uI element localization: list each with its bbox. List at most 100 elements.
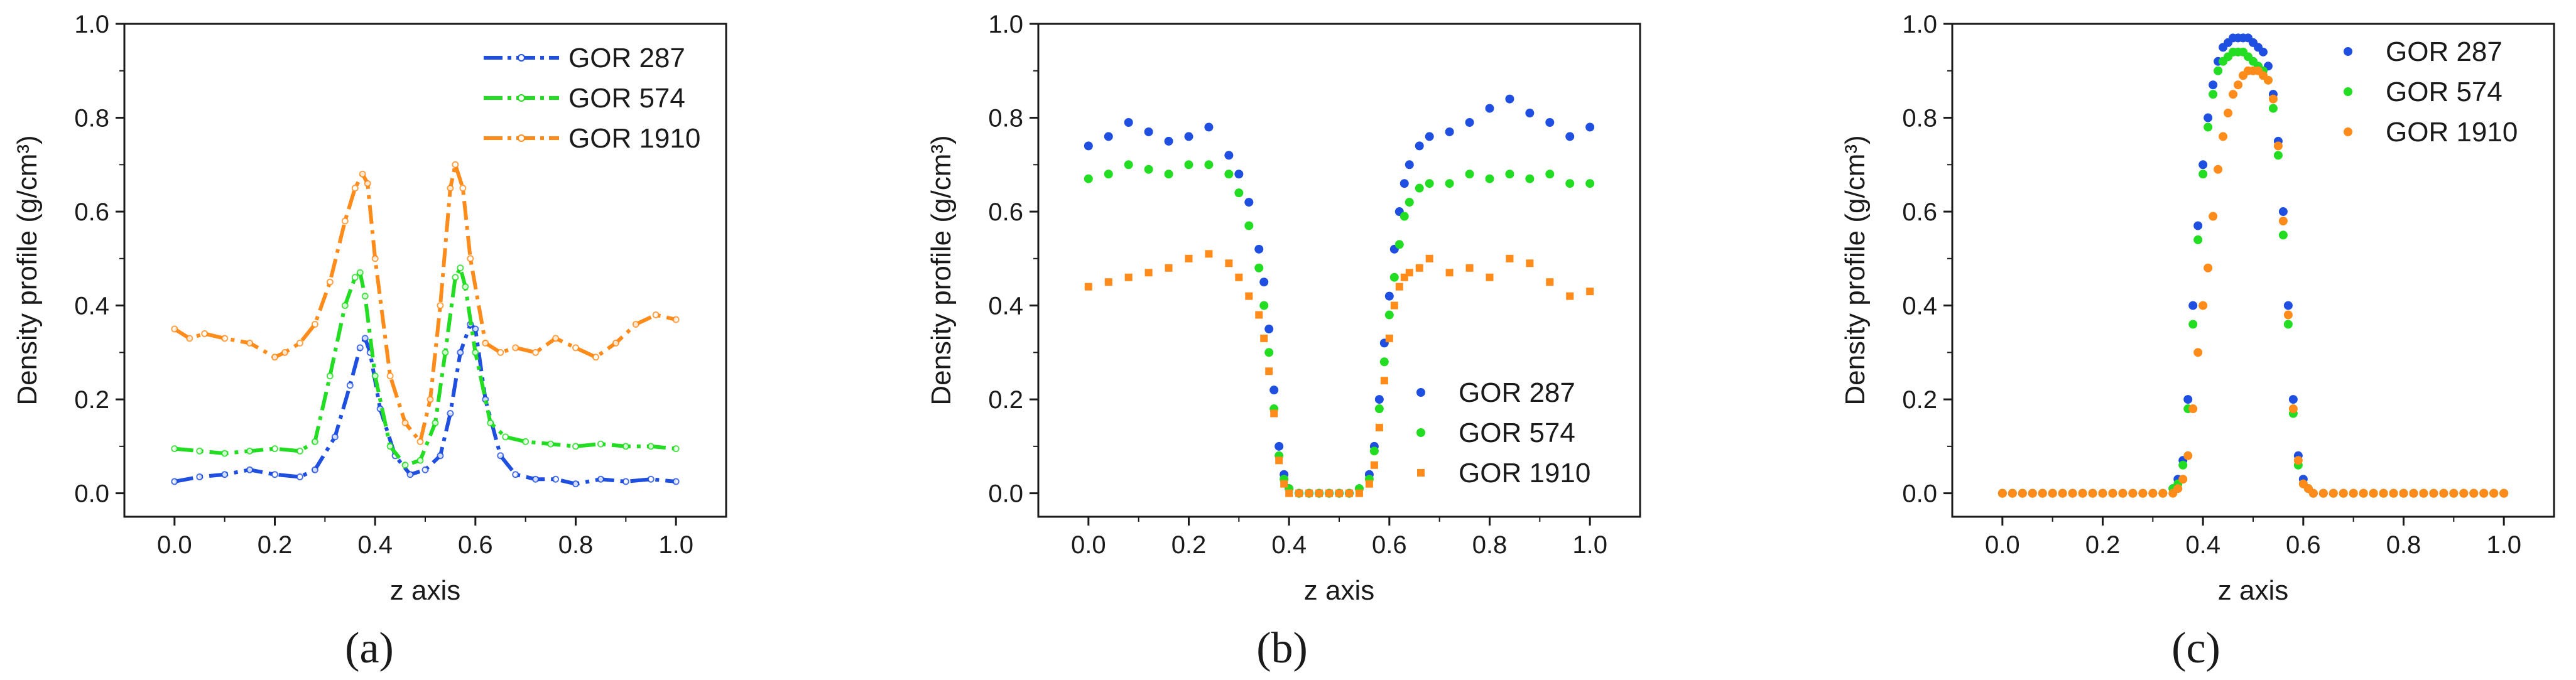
data-point bbox=[457, 264, 464, 272]
data-point bbox=[2449, 488, 2459, 498]
data-point bbox=[1375, 423, 1383, 431]
data-point bbox=[672, 316, 680, 323]
data-point bbox=[1390, 301, 1398, 310]
data-point bbox=[1185, 254, 1193, 262]
data-point bbox=[1124, 160, 1133, 170]
data-point bbox=[2178, 475, 2188, 484]
data-point bbox=[1365, 480, 1373, 488]
data-point bbox=[1254, 244, 1264, 254]
data-point bbox=[592, 353, 599, 361]
data-point bbox=[552, 335, 560, 342]
data-point bbox=[2224, 109, 2233, 118]
y-tick-label: 0.6 bbox=[1902, 198, 1937, 226]
data-point bbox=[2479, 488, 2489, 498]
data-point bbox=[632, 320, 639, 328]
data-point bbox=[2188, 301, 2198, 310]
data-point bbox=[296, 473, 303, 480]
series-gor-574: GOR 574 bbox=[1997, 47, 2509, 498]
data-point bbox=[341, 302, 349, 310]
data-point bbox=[467, 255, 474, 262]
data-point bbox=[572, 480, 579, 488]
series-gor-574: GOR 574 bbox=[1084, 160, 1595, 498]
data-point bbox=[2108, 488, 2117, 498]
data-point bbox=[2088, 488, 2097, 498]
data-point bbox=[246, 339, 254, 347]
data-point bbox=[2268, 104, 2278, 113]
data-point bbox=[2278, 230, 2288, 240]
x-tick-label: 0.2 bbox=[258, 531, 293, 559]
data-point bbox=[1525, 109, 1535, 118]
data-point bbox=[1380, 377, 1388, 385]
data-point bbox=[1275, 456, 1283, 465]
data-point bbox=[2008, 488, 2017, 498]
data-point bbox=[2209, 212, 2218, 221]
legend-marker bbox=[2344, 87, 2352, 96]
data-point bbox=[311, 466, 318, 473]
data-point bbox=[2214, 66, 2223, 75]
data-point bbox=[2308, 488, 2318, 498]
data-point bbox=[1204, 122, 1214, 132]
data-point bbox=[1270, 409, 1278, 418]
data-point bbox=[2359, 488, 2368, 498]
data-point bbox=[432, 419, 439, 426]
x-tick-label: 0.6 bbox=[458, 531, 493, 559]
data-point bbox=[1425, 132, 1434, 141]
data-point bbox=[447, 410, 454, 418]
x-tick-label: 0.8 bbox=[558, 531, 594, 559]
data-point bbox=[1144, 127, 1153, 136]
data-point bbox=[1546, 278, 1554, 286]
data-point bbox=[1445, 179, 1454, 188]
data-point bbox=[1144, 269, 1153, 277]
legend-label: GOR 574 bbox=[1459, 418, 1575, 448]
data-point bbox=[1525, 174, 1535, 183]
y-tick-label: 0.2 bbox=[988, 386, 1023, 414]
data-point bbox=[572, 344, 579, 352]
legend-marker bbox=[2344, 127, 2352, 136]
data-point bbox=[2188, 404, 2198, 414]
legend-label: GOR 287 bbox=[568, 43, 685, 73]
data-point bbox=[326, 278, 334, 286]
legend-marker bbox=[518, 54, 525, 62]
panel-label: (b) bbox=[1256, 624, 1308, 672]
data-point bbox=[1325, 489, 1334, 497]
x-tick-label: 0.0 bbox=[157, 531, 192, 559]
data-point bbox=[1586, 288, 1594, 296]
legend-label: GOR 574 bbox=[568, 83, 685, 114]
data-point bbox=[2209, 90, 2218, 99]
data-point bbox=[1280, 480, 1288, 488]
data-point bbox=[1084, 283, 1092, 291]
data-point bbox=[622, 443, 629, 450]
y-tick-label: 0.4 bbox=[1902, 293, 1937, 320]
data-point bbox=[1505, 94, 1514, 104]
data-point bbox=[1485, 104, 1494, 113]
data-point bbox=[452, 274, 459, 281]
x-tick-label: 0.8 bbox=[2386, 531, 2421, 559]
data-point bbox=[196, 473, 204, 480]
data-point bbox=[437, 452, 444, 460]
data-point bbox=[1184, 160, 1193, 170]
data-point bbox=[406, 471, 414, 478]
series-line bbox=[174, 266, 677, 467]
legend-marker bbox=[1416, 388, 1425, 397]
legend-label: GOR 574 bbox=[2386, 77, 2503, 107]
legend-label: GOR 287 bbox=[2386, 36, 2503, 67]
data-point bbox=[364, 180, 371, 187]
data-point bbox=[1486, 273, 1494, 281]
data-point bbox=[2198, 160, 2208, 170]
data-point bbox=[1335, 489, 1343, 497]
data-point bbox=[647, 443, 655, 450]
legend-label: GOR 1910 bbox=[1459, 458, 1590, 488]
data-point bbox=[1165, 264, 1173, 272]
y-axis-label: Density profile (g/cm³) bbox=[12, 135, 43, 405]
x-tick-label: 0.2 bbox=[1171, 531, 1207, 559]
data-point bbox=[1235, 273, 1243, 281]
data-point bbox=[311, 438, 318, 445]
data-point bbox=[356, 344, 364, 352]
x-axis-label: z axis bbox=[390, 575, 460, 606]
y-tick-label: 0.6 bbox=[74, 198, 109, 226]
data-point bbox=[1415, 183, 1424, 193]
data-point bbox=[672, 478, 680, 485]
legend-marker bbox=[1417, 469, 1425, 477]
data-point bbox=[1255, 311, 1263, 319]
